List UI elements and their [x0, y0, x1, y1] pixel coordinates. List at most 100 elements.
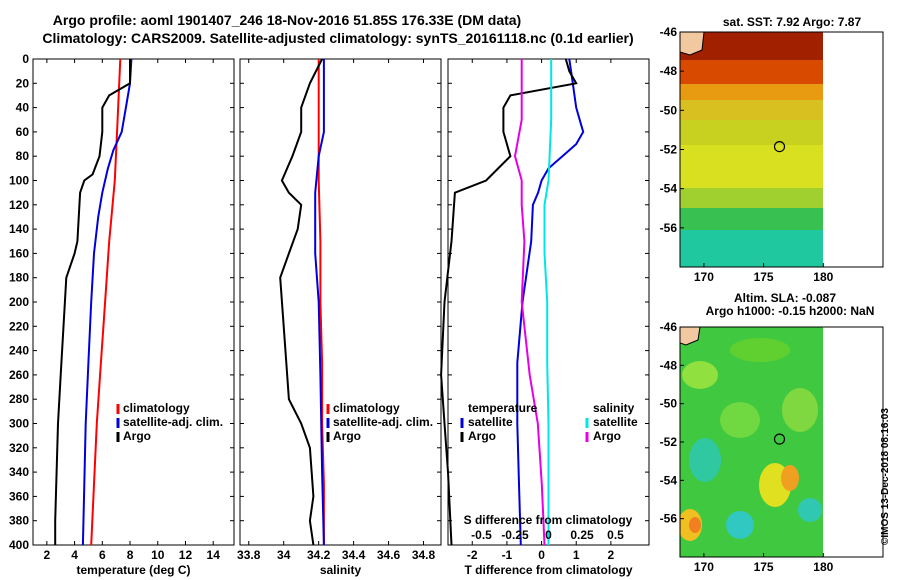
y-tick-label: 180 — [9, 271, 29, 285]
y-tick-label: 280 — [9, 392, 29, 406]
legend-label: satellite-adj. clim. — [123, 415, 223, 429]
map-x-tick-label: 180 — [813, 560, 833, 574]
figure-title-line1: Argo profile: aoml 1901407_246 18-Nov-20… — [53, 12, 521, 28]
x-axis-label: salinity — [320, 563, 362, 577]
x-tick-label: 34.2 — [307, 548, 331, 562]
map-y-tick-label: -48 — [660, 358, 678, 372]
legend-label: satellite-adj. clim. — [333, 415, 433, 429]
map-x-tick-label: 180 — [813, 270, 833, 284]
temperature-profile-chart: 0 20 40 60 80 100 120 140 160 180 200 220 240 260 280 3… — [9, 52, 235, 577]
series-line-salinity-satellite — [543, 59, 553, 545]
map-y-tick-label: -56 — [660, 512, 678, 526]
x-tick-label: 4 — [71, 548, 78, 562]
y-tick-label: 40 — [16, 101, 30, 115]
map-y-tick-label: -52 — [660, 143, 678, 157]
y-tick-label: 120 — [9, 198, 29, 212]
legend-label: Argo — [468, 429, 496, 443]
copyright-credit: ©IMOS 13-Dec-2018 08:16:03 — [880, 408, 891, 545]
map-y-tick-label: -52 — [660, 435, 678, 449]
y-tick-label: 400 — [9, 538, 29, 552]
legend-label: climatology — [333, 401, 400, 415]
map-y-tick-label: -54 — [660, 473, 678, 487]
figure-title-line2: Climatology: CARS2009. Satellite-adjuste… — [42, 30, 633, 46]
legend-label: satellite — [593, 415, 638, 429]
y-tick-label: 80 — [16, 149, 30, 163]
x-tick-label: 10 — [151, 548, 165, 562]
sla-map-subtitle: Argo h1000: -0.15 h2000: NaN — [706, 304, 875, 318]
y-tick-label: 360 — [9, 489, 29, 503]
x2-tick-label: -0.5 — [471, 528, 492, 542]
sst-argo-marker — [773, 141, 786, 153]
x-tick-label: 0 — [538, 548, 545, 562]
map-x-tick-label: 170 — [694, 270, 714, 284]
x-tick-label: 34 — [277, 548, 291, 562]
map-x-tick-label: 175 — [754, 270, 774, 284]
x-tick-label: 8 — [127, 548, 134, 562]
sla-map-title: Altim. SLA: -0.087 — [734, 291, 836, 305]
series-line-climatology — [317, 59, 325, 545]
map-y-tick-label: -46 — [660, 25, 678, 39]
legend-label: Argo — [123, 429, 151, 443]
map-y-tick-label: -54 — [660, 182, 678, 196]
x-axis-label: temperature (deg C) — [76, 563, 190, 577]
map-y-tick-label: -50 — [660, 397, 678, 411]
y-tick-label: 220 — [9, 319, 29, 333]
series-line-temperature-satellite — [516, 58, 585, 546]
map-y-tick-label: -48 — [660, 64, 678, 78]
y-tick-label: 160 — [9, 246, 29, 260]
y-tick-label: 140 — [9, 222, 29, 236]
y-tick-label: 320 — [9, 441, 29, 455]
x-tick-label: -2 — [467, 548, 478, 562]
y-tick-label: 300 — [9, 417, 29, 431]
sst-map-title: sat. SST: 7.92 Argo: 7.87 — [723, 15, 862, 29]
sla-argo-marker — [773, 433, 786, 445]
series-line-climatology — [90, 58, 122, 546]
map-x-tick-label: 175 — [754, 560, 774, 574]
y-tick-label: 380 — [9, 514, 29, 528]
x-tick-label: 6 — [99, 548, 106, 562]
salinity-profile-chart: 33.8 34 34.2 34.4 34.6 34.8 salinity climatolog… — [237, 58, 442, 577]
x-tick-label: 2 — [608, 548, 615, 562]
plot-frame — [239, 58, 442, 546]
y-tick-label: 100 — [9, 174, 29, 188]
x2-tick-label: 0.5 — [607, 528, 624, 542]
legend-heading-salinity: salinity — [593, 401, 635, 415]
series-line-temperature-argo — [440, 58, 578, 546]
y-tick-label: 20 — [16, 76, 30, 90]
sst-map: sat. SST: 7.92 Argo: 7.87 170 175 180 -46 -4… — [660, 15, 884, 284]
legend-label: climatology — [123, 401, 190, 415]
x2-tick-label: 0 — [545, 528, 552, 542]
series-line-argo — [54, 59, 131, 545]
x-tick-label: 1 — [573, 548, 580, 562]
y-tick-label: 260 — [9, 368, 29, 382]
series-line-satellite-adj-clim- — [81, 58, 133, 546]
y-tick-label: 60 — [16, 125, 30, 139]
sla-map: Altim. SLA: -0.087 Argo h1000: -0.15 h20… — [660, 291, 884, 574]
map-y-tick-label: -50 — [660, 103, 678, 117]
x-axis-label: T difference from climatology — [464, 563, 632, 577]
x2-tick-label: 0.25 — [570, 528, 594, 542]
legend-label: Argo — [333, 429, 361, 443]
x-tick-label: 33.8 — [237, 548, 261, 562]
legend-heading-temperature: temperature — [468, 401, 538, 415]
x-tick-label: 34.6 — [377, 548, 401, 562]
x-tick-label: 34.8 — [412, 548, 436, 562]
y-tick-label: 0 — [22, 52, 29, 66]
map-y-tick-label: -46 — [660, 320, 678, 334]
legend-label: satellite — [468, 415, 513, 429]
series-line-satellite-adj-clim- — [314, 59, 325, 546]
difference-profile-chart: -2 -1 0 1 2T difference from climatology temp… — [440, 58, 650, 577]
map-x-tick-label: 170 — [694, 560, 714, 574]
x2-tick-label: -0.25 — [501, 528, 529, 542]
x-tick-label: 2 — [44, 548, 51, 562]
x-tick-label: -1 — [502, 548, 513, 562]
y-tick-label: 340 — [9, 465, 29, 479]
x-tick-label: 14 — [207, 548, 221, 562]
x-tick-label: 12 — [179, 548, 193, 562]
series-line-salinity-argo — [513, 59, 546, 546]
legend-label: Argo — [593, 429, 621, 443]
x-tick-label: 34.4 — [342, 548, 366, 562]
series-line-argo — [279, 58, 323, 546]
y-tick-label: 200 — [9, 295, 29, 309]
y-tick-label: 240 — [9, 344, 29, 358]
